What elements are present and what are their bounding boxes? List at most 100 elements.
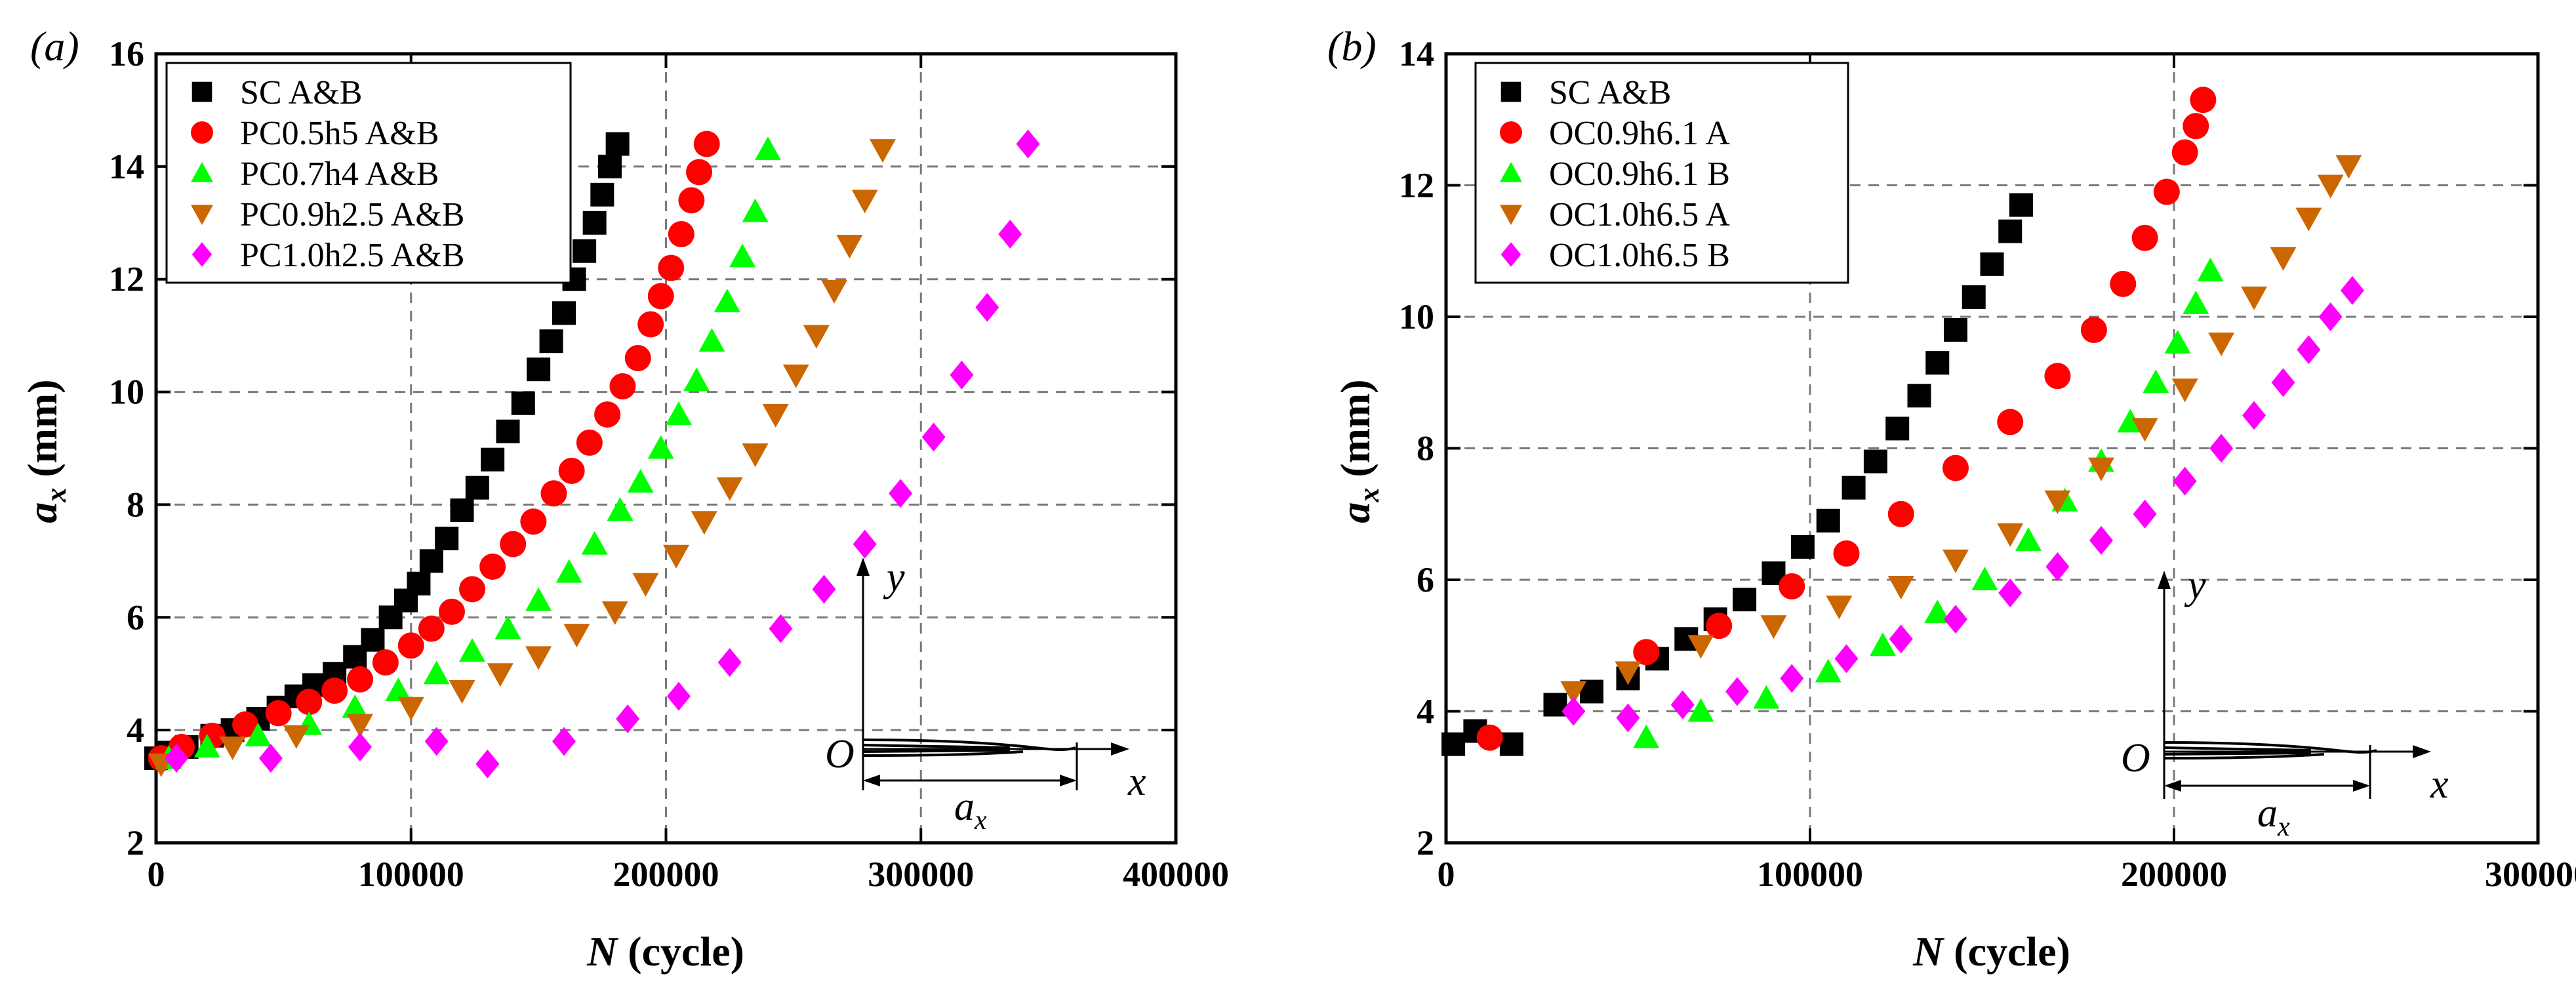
data-point: [2133, 499, 2157, 529]
data-point: [836, 235, 863, 259]
data-point: [698, 328, 725, 352]
inset-y-arrow-icon-b: [2158, 571, 2171, 589]
x-axis-unit-a: (cycle): [617, 928, 744, 975]
data-point: [1971, 567, 1998, 590]
data-point: [975, 293, 999, 322]
y-tick-label: 8: [1417, 429, 1434, 468]
y-tick-label: 6: [127, 598, 144, 637]
data-point: [769, 614, 793, 643]
data-point: [563, 624, 590, 648]
legend-label: SC A&B: [1549, 74, 1671, 111]
legend-label: PC0.7h4 A&B: [240, 155, 439, 193]
data-point: [1706, 613, 1733, 639]
data-point: [418, 615, 445, 642]
data-point: [576, 429, 603, 456]
data-point: [2295, 207, 2322, 232]
data-point: [1887, 576, 1914, 600]
inset-crack-subscript-b: x: [2277, 812, 2290, 842]
x-tick-label: 0: [1438, 855, 1455, 894]
inset-y-label-b: y: [2184, 563, 2206, 607]
data-point: [1942, 549, 1969, 573]
panel-label-a: (a): [30, 23, 79, 70]
data-point: [475, 749, 500, 779]
data-point: [1560, 681, 1587, 705]
data-point: [1476, 724, 1503, 751]
data-point: [1863, 449, 1887, 474]
inset-crack-label-a: ax: [954, 784, 987, 836]
inset-crack-subscript-a: x: [974, 805, 987, 836]
data-point: [552, 301, 576, 325]
data-point: [624, 345, 651, 372]
y-tick-label: 10: [109, 373, 144, 412]
x-tick-label: 200000: [2121, 855, 2227, 894]
data-point: [803, 325, 830, 349]
data-points-a: [144, 129, 1040, 779]
data-point: [597, 154, 622, 178]
data-point: [520, 508, 547, 535]
data-point: [821, 279, 848, 304]
data-point: [573, 239, 597, 263]
data-point: [1997, 409, 2024, 436]
data-point: [481, 447, 505, 472]
y-axis-title-b: ax (mm): [1332, 379, 1385, 523]
y-tick-label: 14: [1399, 34, 1434, 73]
data-point: [423, 660, 450, 685]
inset-x-arrow-icon-a: [1111, 742, 1129, 756]
data-point: [717, 648, 742, 678]
data-point: [2044, 490, 2071, 514]
data-point: [1561, 697, 1586, 726]
y-tick-label: 8: [127, 485, 144, 524]
y-tick-label: 16: [109, 34, 144, 73]
data-point: [1887, 500, 1914, 527]
data-point: [582, 211, 607, 235]
y-tick-label: 2: [127, 823, 144, 862]
data-point: [627, 469, 654, 493]
data-point: [1499, 732, 1523, 756]
data-point: [2242, 401, 2266, 430]
data-point: [527, 357, 551, 382]
legend-marker: [1500, 162, 1522, 182]
x-axis-unit-b: (cycle): [1943, 928, 2070, 975]
y-tick-label: 12: [1399, 166, 1434, 205]
legend-marker: [191, 81, 212, 102]
data-point: [637, 311, 664, 338]
data-point: [921, 422, 946, 452]
legend-marker: [191, 205, 213, 225]
legend-label: OC1.0h6.5 B: [1549, 237, 1730, 274]
data-point: [998, 219, 1022, 249]
data-point: [2197, 257, 2224, 281]
data-point: [590, 182, 614, 207]
y-tick-label: 4: [1417, 692, 1434, 731]
data-point: [729, 243, 756, 268]
data-point: [2131, 224, 2158, 251]
panel-b: (b) 01000002000003000002468101214 ax (mm…: [1327, 23, 2576, 975]
data-point: [1889, 624, 1913, 654]
data-point: [1925, 351, 1950, 375]
data-point: [525, 646, 552, 670]
data-point: [2009, 193, 2033, 217]
x-axis-title-a: N (cycle): [586, 928, 744, 975]
data-point: [2241, 286, 2268, 310]
data-point: [1944, 605, 1967, 634]
data-point: [511, 391, 535, 415]
y-tick-label: 4: [127, 710, 144, 750]
legend-box-a: [165, 62, 572, 284]
data-point: [459, 576, 486, 603]
legend-label: SC A&B: [240, 74, 362, 111]
legend-label: PC0.5h5 A&B: [240, 115, 439, 152]
data-point: [869, 139, 896, 163]
panel-a: (a) 0 100000 200000 300000 400000 2 4 6 8 10 12 14 1…: [19, 23, 1229, 975]
inset-dim-arrow-right-icon-b: [2353, 780, 2370, 792]
data-point: [632, 573, 659, 597]
data-point: [1780, 664, 1804, 693]
data-point: [693, 131, 720, 157]
x-tick-label: 200000: [613, 855, 719, 894]
data-point: [348, 732, 372, 761]
inset-x-label-a: x: [1127, 760, 1146, 804]
data-point: [1826, 596, 1853, 620]
crack-schematic-a: O x y ax: [825, 555, 1146, 836]
data-point: [465, 476, 489, 500]
